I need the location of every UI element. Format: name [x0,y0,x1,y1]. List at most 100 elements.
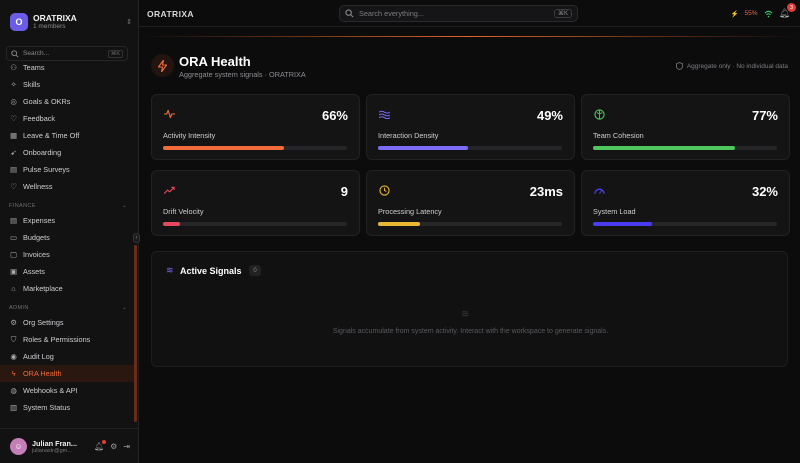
store-icon: ⌂ [11,284,16,293]
sidebar-item-invoices[interactable]: ▢ Invoices [0,246,134,263]
target-icon: ◎ [10,97,17,106]
sidebar-item-label: Audit Log [23,352,54,361]
document-icon: ▢ [10,250,17,259]
section-admin[interactable]: ADMIN ⌄ [9,305,127,311]
workspace-logo: O [10,13,28,31]
gauge-icon [593,184,605,196]
sidebar-item-label: Webhooks & API [23,386,78,395]
waves-icon: ≋ [166,265,174,275]
metric-card-system-load: 32% System Load [581,170,790,236]
metric-label: Team Cohesion [593,131,644,140]
workspace-switcher[interactable]: O ORATRIXA 1 members ⇕ [10,11,132,33]
sidebar-item-webhooks-api[interactable]: ◍ Webhooks & API [0,382,134,399]
bar-chart-icon: ▥ [10,403,17,412]
collapse-sidebar-button[interactable]: ‹ [133,233,140,243]
topbar: ORATRIXA Search everything... ⌘K ⚡ 55% 🔔… [139,0,800,27]
metric-card-processing-latency: 23ms Processing Latency [366,170,575,236]
box-icon: ▣ [10,267,17,276]
search-icon [345,9,354,18]
metric-progress-track [593,222,777,226]
chevron-down-icon: ⌄ [121,203,127,209]
sidebar-scrollbar[interactable] [134,245,137,422]
metric-progress-fill [378,146,469,150]
metric-card-activity-intensity: 66% Activity Intensity [151,94,360,160]
sidebar-item-label: Onboarding [23,148,62,157]
page-subtitle: Aggregate system signals · ORATRIXA [179,70,306,79]
active-signals-panel: ≋ Active Signals 0 ≋ Signals accumulate … [151,251,788,367]
page-title: ORA Health [179,54,251,69]
sidebar-nav: ⚇ Teams ✧ Skills ◎ Goals & OKRs ♡ Feedback ▦ Leav… [0,62,134,420]
sidebar-item-marketplace[interactable]: ⌂ Marketplace [0,280,134,297]
sidebar-item-label: Roles & Permissions [23,335,91,344]
gear-icon[interactable]: ⚙ [110,441,118,451]
shield-icon [675,62,683,70]
sidebar-item-leave-time-off[interactable]: ▦ Leave & Time Off [0,127,134,144]
active-signals-empty-text: Signals accumulate from system activity.… [332,328,609,335]
sidebar-item-system-status[interactable]: ▥ System Status [0,399,134,416]
sidebar-item-label: Leave & Time Off [23,131,80,140]
sidebar-item-assets[interactable]: ▣ Assets [0,263,134,280]
section-finance[interactable]: FINANCE ⌄ [9,203,127,209]
global-search-placeholder: Search everything... [359,9,424,18]
sidebar-item-org-settings[interactable]: ⚙ Org Settings [0,314,134,331]
sidebar-search-placeholder: Search... [23,50,50,57]
users-icon: ⚇ [10,63,17,72]
waves-icon [378,108,390,120]
sidebar-item-teams[interactable]: ⚇ Teams [0,62,134,76]
rocket-icon: ➹ [10,148,17,157]
sidebar-item-pulse-surveys[interactable]: ▤ Pulse Surveys [0,161,134,178]
sidebar-item-ora-health[interactable]: ϟ ORA Health [0,365,134,382]
wifi-icon [764,10,773,17]
logout-icon[interactable]: ⇥ [123,441,130,451]
workspace-members: 1 members [33,23,66,30]
sidebar-item-label: Skills [23,80,41,89]
sidebar-item-label: Wellness [23,182,53,191]
shield-icon: ⛉ [10,334,17,344]
sidebar-item-label: Expenses [23,216,56,225]
bolt-icon: ϟ [11,369,16,378]
metric-progress-fill [593,146,735,150]
sidebar-item-budgets[interactable]: ▭ Budgets [0,229,134,246]
gear-icon: ⚙ [10,318,17,327]
wallet-icon: ▭ [10,233,17,242]
chart-icon: ▤ [10,165,17,174]
global-search[interactable]: Search everything... ⌘K [339,5,578,22]
sidebar-item-expenses[interactable]: ▤ Expenses [0,212,134,229]
section-finance-label: FINANCE [9,203,36,209]
metric-value: 32% [751,184,778,199]
metric-card-drift-velocity: 9 Drift Velocity [151,170,360,236]
avatar[interactable]: ☺ [10,437,27,455]
sidebar-item-wellness[interactable]: ♡ Wellness [0,178,134,195]
privacy-note: Aggregate only · No individual data [675,62,788,70]
metric-value: 9 [340,184,348,199]
sidebar-item-onboarding[interactable]: ➹ Onboarding [0,144,134,161]
notifications-button[interactable]: 🔔︎ 3 [779,3,796,19]
bulb-icon: ✧ [10,80,17,89]
sidebar-item-label: Teams [23,63,45,72]
sidebar-item-audit-log[interactable]: ◉ Audit Log [0,348,134,365]
bell-icon[interactable]: 🔔︎ [93,439,107,451]
sidebar: O ORATRIXA 1 members ⇕ Search... ⌘K ⚇ Tea… [0,0,140,463]
eye-icon: ◉ [10,352,17,361]
metric-progress-fill [163,146,285,150]
trend-up-icon [163,184,175,196]
sidebar-search-shortcut: ⌘K [107,49,123,58]
privacy-note-text: Aggregate only · No individual data [686,62,788,70]
metric-progress-track [378,146,562,150]
metric-value: 77% [751,108,778,123]
metric-label: Activity Intensity [163,131,216,140]
sidebar-item-goals-okrs[interactable]: ◎ Goals & OKRs [0,93,134,110]
sidebar-item-label: Budgets [23,233,50,242]
sidebar-item-label: Feedback [23,114,56,123]
globe-icon: ◍ [10,386,17,395]
clock-icon [378,184,390,196]
sidebar-item-label: Invoices [23,250,50,259]
sidebar-search[interactable]: Search... ⌘K [6,46,128,61]
sidebar-item-label: Marketplace [23,284,63,293]
user-panel: ☺ Julian Fran... julianastr@gm... 🔔︎ ⚙ ⇥ [0,428,139,463]
sidebar-item-skills[interactable]: ✧ Skills [0,76,134,93]
metric-card-team-cohesion: 77% Team Cohesion [581,94,790,160]
metric-label: Interaction Density [378,131,439,140]
sidebar-item-roles-permissions[interactable]: ⛉ Roles & Permissions [0,331,134,348]
sidebar-item-feedback[interactable]: ♡ Feedback [0,110,134,127]
